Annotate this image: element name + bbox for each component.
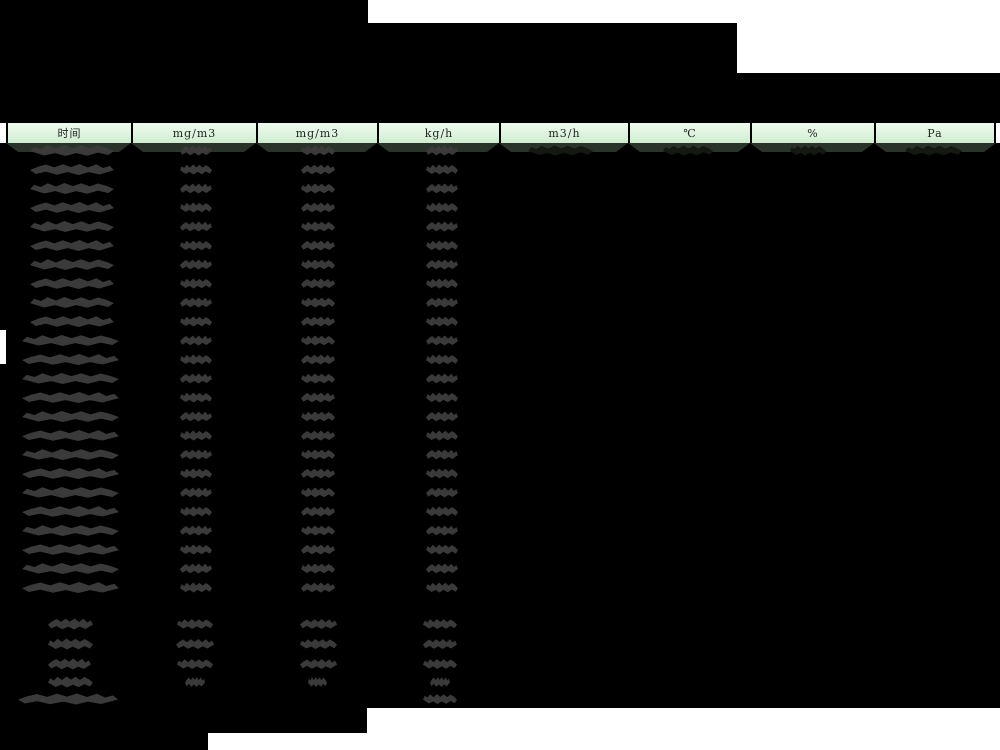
redacted-value-text [426, 582, 458, 593]
redacted-value-text [180, 430, 212, 441]
redacted-value-text [180, 278, 212, 289]
redacted-value-text [426, 544, 458, 555]
redacted-value-text [301, 183, 335, 194]
redacted-time-text [30, 183, 114, 194]
redacted-value-text [180, 316, 212, 327]
redacted-value-text [301, 563, 335, 574]
redacted-summary-value [308, 676, 327, 688]
redacted-time-text [30, 145, 114, 156]
redacted-value-text [301, 259, 335, 270]
header-cell-mgm3-1: mg/m3 [131, 123, 256, 143]
redacted-subtitle-block [0, 73, 1000, 123]
redacted-value-text [426, 316, 458, 327]
header-cell-m3h: m3/h [499, 123, 628, 143]
redacted-value-text [301, 411, 335, 422]
redacted-value-text [426, 430, 458, 441]
redacted-value-text [426, 240, 458, 251]
redacted-value-text [426, 164, 458, 175]
redacted-value-text [180, 202, 212, 213]
redacted-value-text [301, 487, 335, 498]
redacted-value-text [180, 240, 212, 251]
redacted-time-text [30, 221, 114, 232]
redacted-value-text [426, 354, 458, 365]
header-cell-mgm3-2: mg/m3 [256, 123, 377, 143]
redacted-summary-value [300, 638, 337, 650]
redacted-value-text [905, 145, 962, 156]
redacted-value-text [663, 145, 713, 156]
redacted-value-text [426, 202, 458, 213]
redacted-value-text [180, 354, 212, 365]
redacted-title-block-mid [368, 23, 737, 73]
redacted-value-text [426, 392, 458, 403]
redacted-title-block-left [0, 0, 368, 73]
redacted-summary-value [177, 658, 213, 670]
redacted-value-text [790, 145, 826, 156]
redacted-value-text [180, 544, 212, 555]
redacted-time-text [22, 335, 119, 346]
redacted-value-text [180, 164, 212, 175]
unit-header-row: 时间 mg/m3 mg/m3 kg/h m3/h ℃ % Pa [6, 123, 996, 143]
redacted-value-text [301, 335, 335, 346]
redacted-summary-label [48, 638, 93, 650]
redacted-time-text [30, 259, 114, 270]
redacted-table-body-block [0, 143, 1000, 708]
redacted-value-text [301, 449, 335, 460]
redacted-time-text [22, 411, 119, 422]
redacted-footer-block-a [0, 708, 367, 733]
redacted-time-text [22, 373, 119, 384]
header-cell-pa: Pa [874, 123, 996, 143]
first-row-band [6, 143, 996, 152]
redacted-summary-value [423, 618, 457, 630]
redacted-value-text [180, 468, 212, 479]
redacted-value-text [528, 145, 593, 156]
redacted-value-text [301, 373, 335, 384]
redacted-value-text [301, 525, 335, 536]
redacted-footer-block-b [0, 733, 208, 750]
redacted-value-text [301, 221, 335, 232]
redacted-value-text [180, 506, 212, 517]
band-cell [874, 143, 996, 152]
redacted-summary-label [48, 676, 93, 688]
redacted-time-text [30, 297, 114, 308]
band-cell [628, 143, 750, 152]
redacted-summary-value [177, 618, 213, 630]
header-cell-time: 时间 [6, 123, 131, 143]
redacted-value-text [426, 468, 458, 479]
header-cell-celsius: ℃ [628, 123, 750, 143]
redacted-summary-value [423, 693, 457, 705]
sheet-background-notch [0, 330, 6, 364]
redacted-value-text [426, 506, 458, 517]
redacted-time-text [22, 525, 119, 536]
header-cell-kgh: kg/h [377, 123, 499, 143]
redacted-value-text [180, 392, 212, 403]
redacted-summary-value [423, 658, 457, 670]
redacted-value-text [301, 145, 335, 156]
redacted-value-text [426, 278, 458, 289]
redacted-time-text [22, 449, 119, 460]
redacted-time-text [22, 563, 119, 574]
redacted-value-text [180, 582, 212, 593]
redacted-time-text [22, 487, 119, 498]
header-cell-percent: % [750, 123, 874, 143]
redacted-value-text [301, 297, 335, 308]
